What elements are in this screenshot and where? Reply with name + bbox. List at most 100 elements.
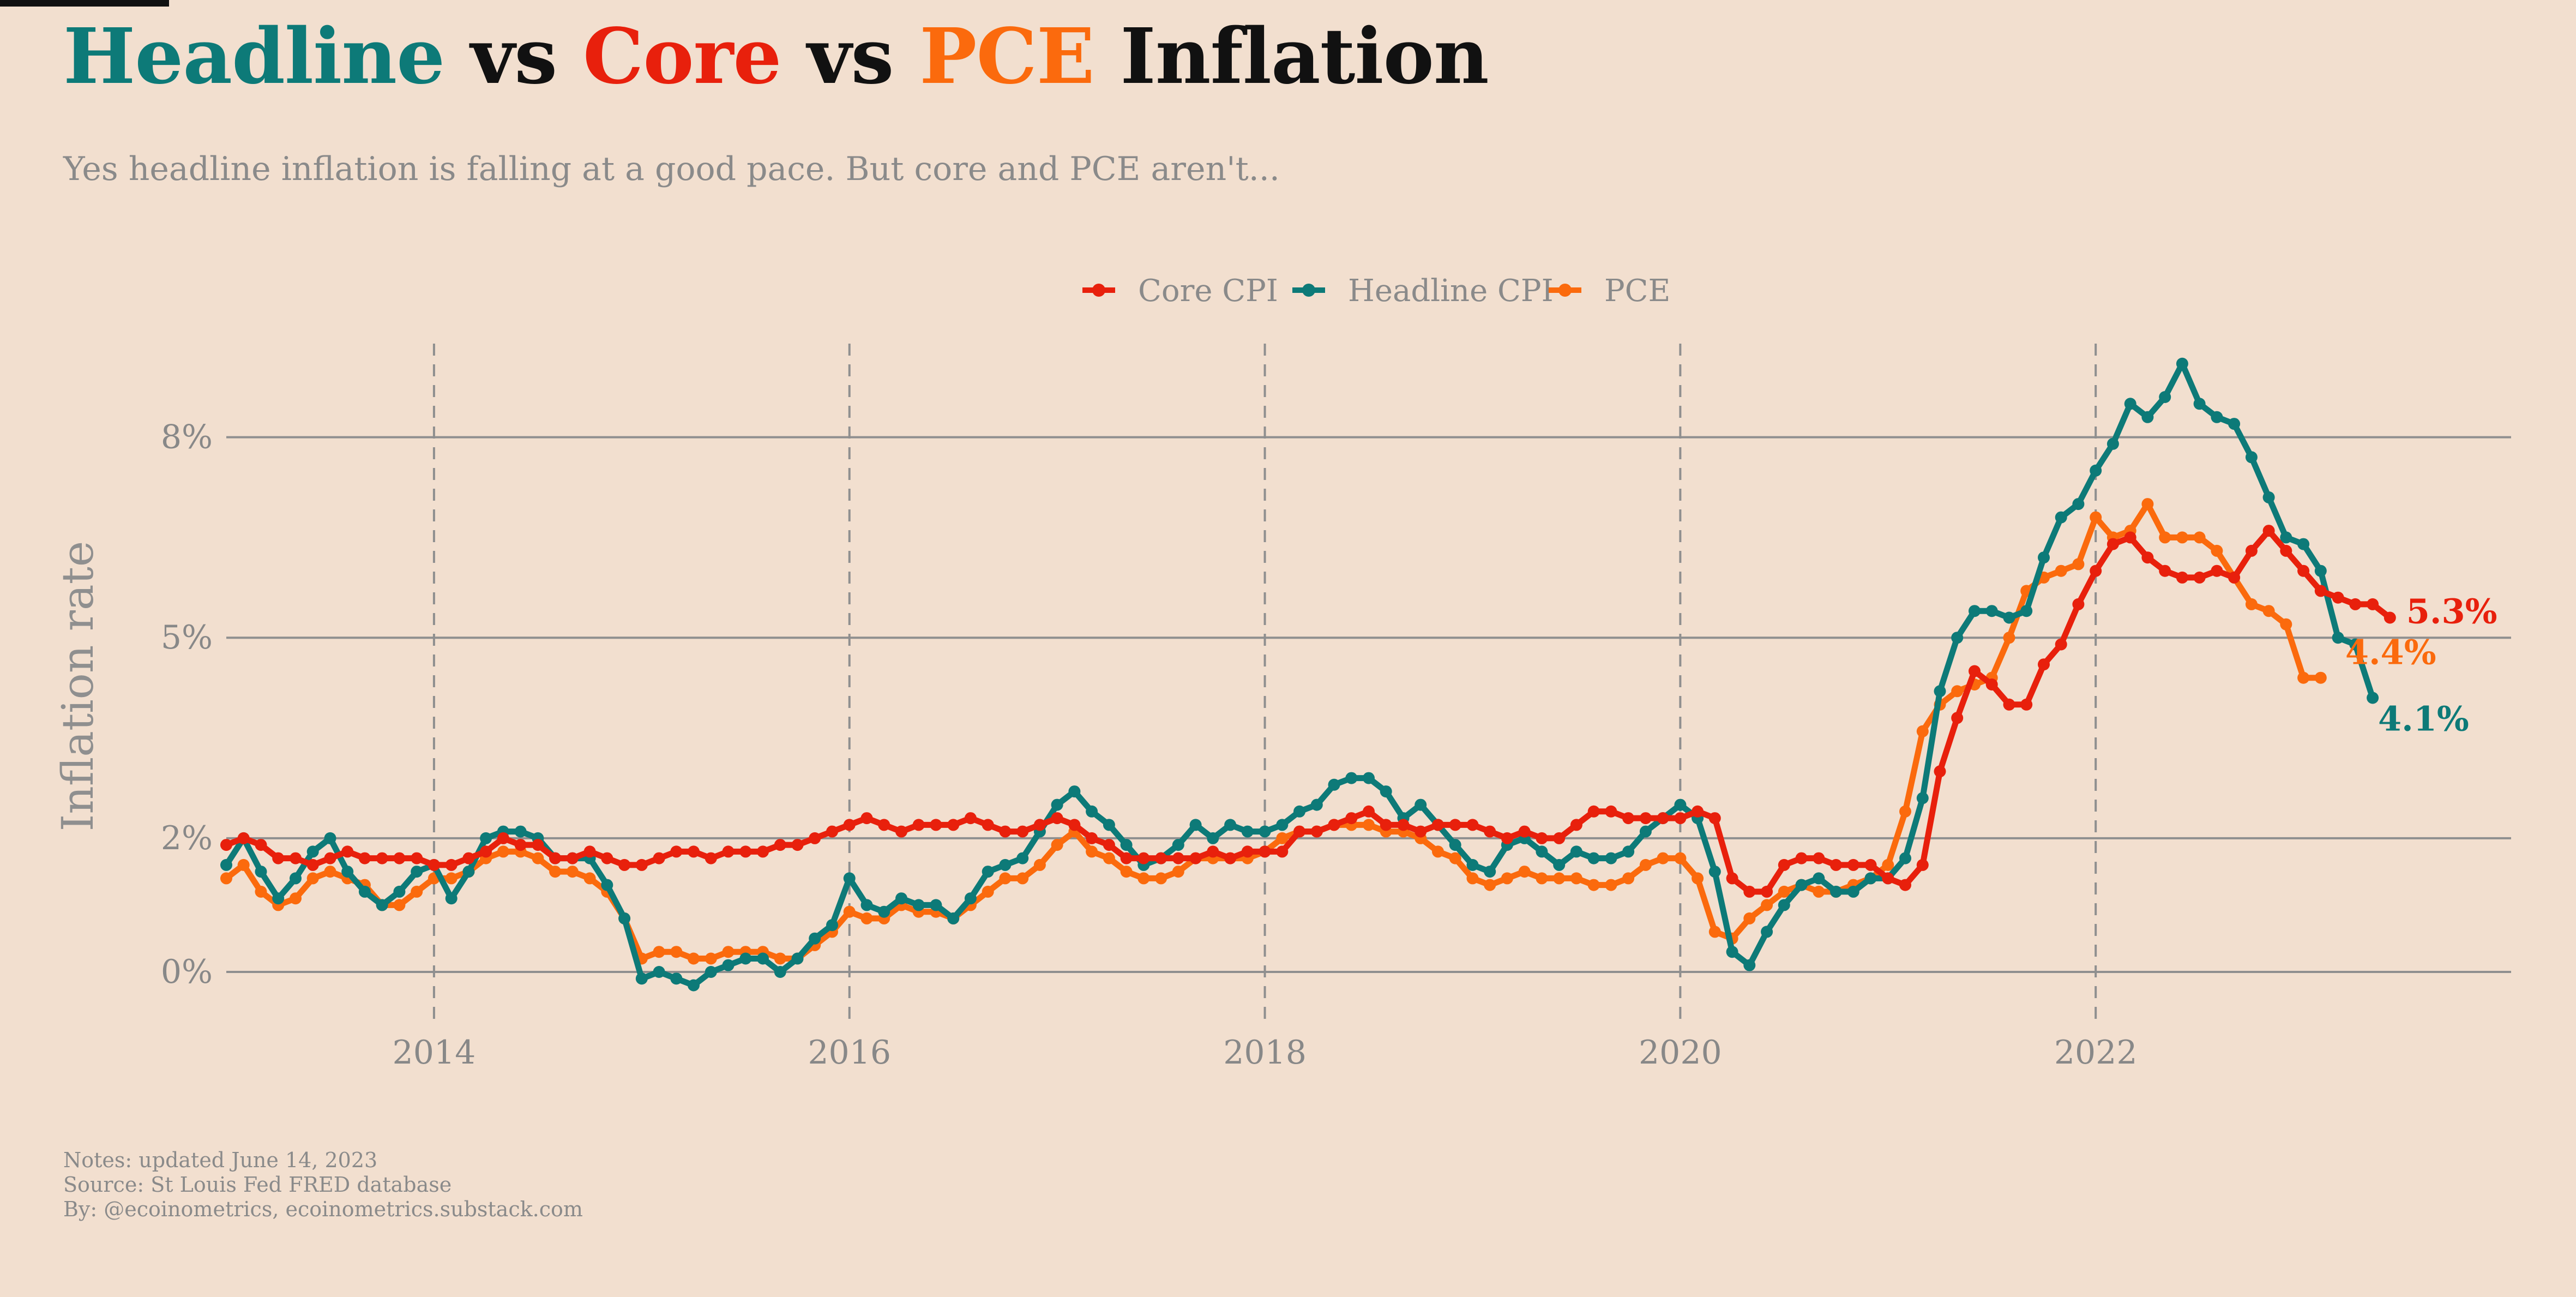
y-tick-label: 5% (161, 619, 213, 657)
data-point (2072, 498, 2085, 511)
data-point (1708, 926, 1721, 938)
data-point (306, 872, 319, 885)
data-point (930, 819, 942, 831)
data-point (1951, 712, 1964, 724)
end-label-pce: 4.4% (2345, 633, 2436, 672)
data-point (2280, 618, 2292, 631)
data-point (1518, 825, 1531, 838)
data-point (583, 845, 596, 858)
data-point (705, 966, 717, 978)
data-point (393, 899, 406, 911)
data-point (1051, 812, 1063, 825)
data-point (947, 912, 960, 924)
data-point (2367, 598, 2379, 610)
data-point (947, 819, 960, 831)
data-point (1657, 852, 1669, 864)
data-point (2176, 571, 2188, 584)
data-point (878, 819, 890, 831)
data-point (1674, 852, 1687, 864)
data-point (1086, 805, 1098, 818)
data-point (999, 858, 1012, 871)
data-point (1484, 866, 1496, 878)
data-point (739, 952, 752, 965)
data-point (912, 819, 925, 831)
data-point (1553, 872, 1566, 885)
data-point (2141, 551, 2154, 564)
legend-label: Core CPI (1138, 273, 1278, 309)
data-point (1951, 685, 1964, 698)
data-point (722, 946, 735, 958)
data-point (2297, 538, 2310, 550)
data-point (635, 858, 648, 871)
data-point (1657, 812, 1669, 825)
data-point (1553, 858, 1566, 871)
data-point (1951, 632, 1964, 644)
data-point (1761, 885, 1773, 898)
data-point (1415, 798, 1427, 811)
data-point (1864, 872, 1877, 885)
data-point (1103, 839, 1115, 851)
data-point (255, 839, 267, 851)
data-point (1899, 852, 1911, 864)
data-point (653, 966, 665, 978)
data-point (1761, 899, 1773, 911)
title-part-vs-1: vs (444, 12, 583, 101)
data-point (220, 858, 232, 871)
data-point (1449, 819, 1461, 831)
data-point (566, 866, 579, 878)
data-point (1415, 825, 1427, 838)
data-point (1536, 845, 1548, 858)
data-point (2245, 598, 2258, 610)
data-point (1120, 852, 1133, 864)
data-point (1882, 872, 1894, 885)
data-point (1639, 812, 1652, 825)
data-point (2297, 671, 2310, 684)
data-point (1692, 805, 1704, 818)
data-point (514, 839, 527, 851)
data-point (1969, 605, 1981, 617)
series-layer (220, 357, 2396, 992)
data-point (601, 879, 613, 891)
data-point (1813, 872, 1825, 885)
data-point (2245, 451, 2258, 464)
data-point (1847, 885, 1859, 898)
x-tick-label: 2014 (393, 1034, 476, 1072)
data-point (1380, 819, 1392, 831)
data-point (2228, 418, 2241, 430)
data-point (999, 825, 1012, 838)
data-point (2072, 598, 2085, 610)
data-point (843, 905, 856, 918)
data-point (1605, 852, 1617, 864)
data-point (982, 866, 994, 878)
data-point (1830, 858, 1842, 871)
data-point (1466, 858, 1479, 871)
data-point (272, 852, 285, 864)
data-point (964, 892, 977, 905)
data-point (757, 845, 769, 858)
data-point (1501, 872, 1513, 885)
data-point (1813, 885, 1825, 898)
data-point (1363, 805, 1375, 818)
data-point (445, 872, 458, 885)
data-point (705, 852, 717, 864)
data-point (1553, 832, 1566, 844)
data-point (860, 812, 873, 825)
grid-layer (226, 344, 2511, 1025)
data-point (1743, 912, 1756, 924)
data-point (2176, 531, 2188, 544)
data-point (2332, 591, 2344, 604)
data-point (306, 858, 319, 871)
data-point (1293, 805, 1305, 818)
data-point (532, 839, 544, 851)
legend-item-headline-cpi: Headline CPI (1292, 273, 1554, 309)
data-point (255, 885, 267, 898)
data-point (480, 845, 492, 858)
data-point (2367, 692, 2379, 704)
data-point (1484, 879, 1496, 891)
data-point (895, 892, 907, 905)
data-point (1293, 825, 1305, 838)
data-point (1622, 872, 1635, 885)
chart-legend: Core CPI Headline CPI PCE (1082, 273, 1670, 309)
x-tick-label: 2020 (1639, 1034, 1722, 1072)
